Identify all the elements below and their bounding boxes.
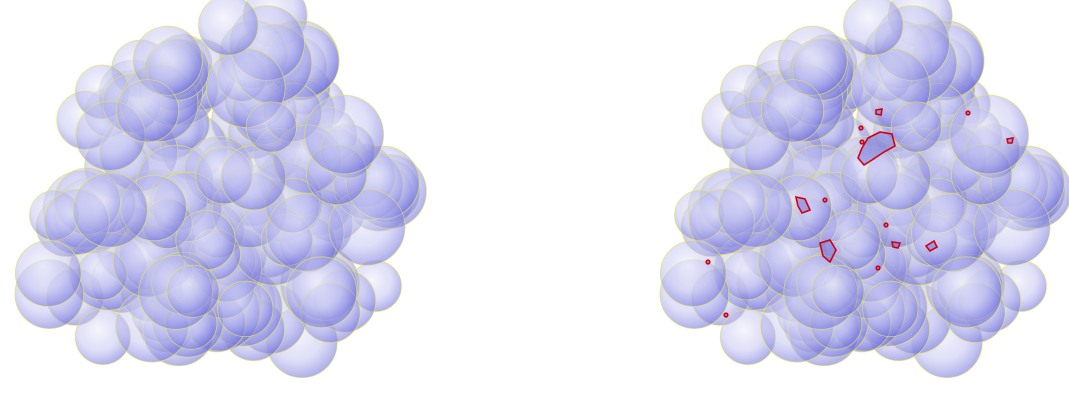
atom-sphere [286,257,357,328]
pocket-dot [860,140,864,144]
pocket [876,109,882,115]
atom-sphere [812,265,864,317]
pocket-dot [859,126,863,130]
atom-sphere [863,281,918,336]
atom-sphere [660,241,726,307]
atom-sphere [221,145,286,210]
atom-sphere [218,281,273,336]
atom-sphere [15,241,81,307]
atom-sphere [761,80,823,142]
pocket-dot [724,313,728,317]
atom-sphere [73,173,147,247]
pocket [892,242,900,248]
atom-sphere [167,265,219,317]
atom-sphere [199,0,259,55]
pocket-dot [823,198,827,202]
pocket-dot [966,111,970,115]
scene [0,0,1069,393]
pocket [1007,138,1013,143]
pocket-dot [884,223,888,227]
atom-sphere [844,0,904,55]
atom-sphere [246,102,296,152]
left-molecule [15,0,427,378]
atom-sphere [931,257,1002,328]
atom-sphere [116,80,178,142]
atom-sphere [950,95,1029,174]
pocket-dot [706,260,710,264]
page: (() => { JSON.parse(document.getElementB… [0,0,1069,393]
pocket-dot [876,266,880,270]
atom-sphere [718,173,792,247]
atom-sphere [305,95,384,174]
atom-sphere [891,102,941,152]
right-molecule [660,0,1069,378]
